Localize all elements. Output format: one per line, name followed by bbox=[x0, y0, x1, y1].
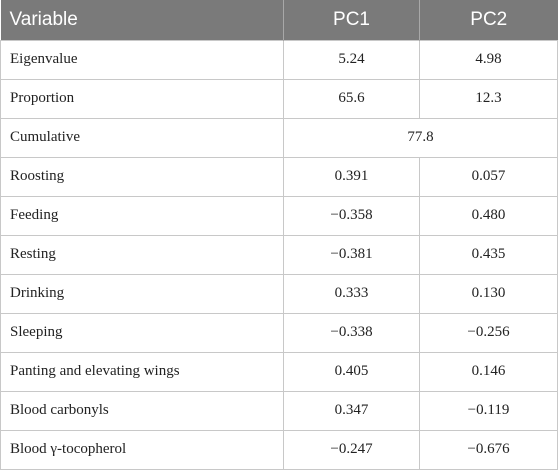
table-row: Sleeping −0.338 −0.256 bbox=[0, 312, 558, 353]
table-row: Resting −0.381 0.435 bbox=[0, 234, 558, 275]
table-row: Panting and elevating wings 0.405 0.146 bbox=[0, 351, 558, 392]
table-row: Cumulative 77.8 bbox=[0, 117, 558, 158]
header-pc2: PC2 bbox=[419, 0, 558, 40]
cell-pc2: −0.256 bbox=[419, 312, 558, 353]
row-label: Sleeping bbox=[0, 312, 284, 353]
cell-pc1: −0.247 bbox=[283, 429, 420, 470]
cell-pc1: 0.333 bbox=[283, 273, 420, 314]
row-label: Blood γ-tocopherol bbox=[0, 429, 284, 470]
row-label: Roosting bbox=[0, 156, 284, 197]
cell-pc1: 0.391 bbox=[283, 156, 420, 197]
table-row: Blood γ-tocopherol −0.247 −0.676 bbox=[0, 429, 558, 470]
header-pc1: PC1 bbox=[283, 0, 420, 40]
cell-pc2: 0.146 bbox=[419, 351, 558, 392]
table-row: Blood carbonyls 0.347 −0.119 bbox=[0, 390, 558, 431]
table-row: Drinking 0.333 0.130 bbox=[0, 273, 558, 314]
cell-pc2: 0.130 bbox=[419, 273, 558, 314]
table-row: Proportion 65.6 12.3 bbox=[0, 78, 558, 119]
table-row: Roosting 0.391 0.057 bbox=[0, 156, 558, 197]
cell-pc1: 0.405 bbox=[283, 351, 420, 392]
cell-pc2: 4.98 bbox=[419, 39, 558, 80]
table-row: Feeding −0.358 0.480 bbox=[0, 195, 558, 236]
cell-pc1: −0.358 bbox=[283, 195, 420, 236]
header-row: Variable PC1 PC2 bbox=[0, 0, 558, 40]
cell-pc2: 0.057 bbox=[419, 156, 558, 197]
cell-pc2: 0.480 bbox=[419, 195, 558, 236]
cell-pc2: −0.119 bbox=[419, 390, 558, 431]
row-label: Proportion bbox=[0, 78, 284, 119]
row-label: Cumulative bbox=[0, 117, 284, 158]
cell-pc1: 5.24 bbox=[283, 39, 420, 80]
cell-pc1: −0.338 bbox=[283, 312, 420, 353]
row-label: Panting and elevating wings bbox=[0, 351, 284, 392]
row-label: Eigenvalue bbox=[0, 39, 284, 80]
row-label: Feeding bbox=[0, 195, 284, 236]
row-label: Drinking bbox=[0, 273, 284, 314]
cell-cumulative: 77.8 bbox=[283, 117, 558, 158]
cell-pc2: 12.3 bbox=[419, 78, 558, 119]
table-row: Eigenvalue 5.24 4.98 bbox=[0, 39, 558, 80]
cell-pc1: 65.6 bbox=[283, 78, 420, 119]
cell-pc2: −0.676 bbox=[419, 429, 558, 470]
cell-pc2: 0.435 bbox=[419, 234, 558, 275]
row-label: Blood carbonyls bbox=[0, 390, 284, 431]
row-label: Resting bbox=[0, 234, 284, 275]
cell-pc1: −0.381 bbox=[283, 234, 420, 275]
header-variable: Variable bbox=[9, 8, 78, 30]
cell-pc1: 0.347 bbox=[283, 390, 420, 431]
